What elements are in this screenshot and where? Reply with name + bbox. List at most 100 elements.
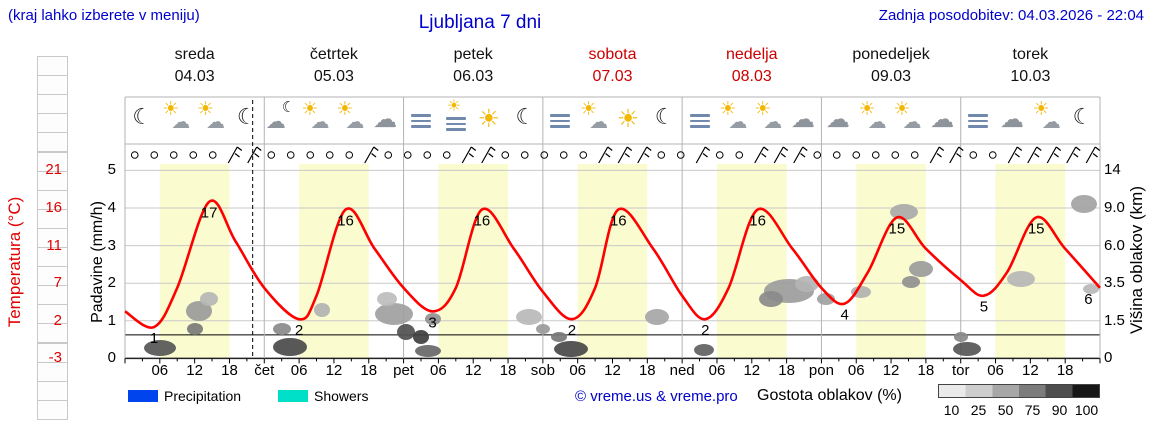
cloud-icon: ☁ — [999, 105, 1024, 133]
wind-calm-icon — [169, 151, 178, 159]
sun-cloud-icon: ☀ ☁ — [754, 98, 783, 133]
cloud-moon-icon: ☾ ☁ — [265, 98, 296, 133]
temp-extreme-label: 5 — [980, 299, 988, 316]
day-header-date: 08.03 — [731, 68, 772, 85]
temp-tick: 11 — [46, 236, 62, 254]
cloud-blob — [425, 313, 441, 325]
menu-hint: (kraj lahko izberete v meniju) — [8, 7, 200, 24]
day-header-name: četrtek — [309, 46, 358, 63]
cloud-blob — [1071, 195, 1097, 213]
precip-tick: 0 — [107, 349, 116, 367]
day-header-date: 10.03 — [1010, 68, 1051, 85]
page-title: Ljubljana 7 dni — [418, 12, 542, 33]
temp-extreme-label: 16 — [749, 213, 766, 230]
sun-cloud-icon: ☀ ☁ — [197, 98, 226, 133]
temp-tick: 2 — [53, 311, 62, 329]
x-axis-label: čet — [254, 362, 275, 379]
cloud-blob — [187, 323, 203, 335]
wind-barb-icon — [1066, 146, 1081, 164]
x-axis-label: 12 — [743, 362, 761, 379]
cloud-blob — [759, 291, 783, 307]
wind-calm-icon — [286, 151, 295, 159]
moon-icon: ☾ — [515, 105, 536, 130]
cloud-blob — [902, 276, 920, 288]
cloud-blob — [554, 341, 588, 357]
day-header-name: ponedeljek — [852, 46, 930, 63]
temp-extreme-label: 16 — [337, 213, 354, 230]
wind-barb-icon — [1007, 146, 1023, 164]
x-axis-label: 06 — [290, 362, 308, 379]
wind-calm-icon — [676, 151, 685, 159]
sun-icon: ☀ — [477, 104, 501, 133]
x-axis-label: 18 — [638, 362, 656, 379]
cloud-blob — [954, 332, 968, 342]
x-axis-label: 18 — [778, 362, 795, 379]
sun-cloud-icon: ☀ ☁ — [162, 98, 191, 133]
x-axis-label: pet — [393, 362, 414, 379]
wind-calm-icon — [871, 151, 880, 159]
day-header-name: sobota — [588, 46, 637, 63]
wind-barb-icon — [481, 146, 496, 164]
cloud-height-tick: 6.0 — [1104, 236, 1125, 254]
cloud-height-tick: 1.5 — [1104, 311, 1125, 329]
cloud-blob — [909, 261, 933, 277]
wind-calm-icon — [969, 151, 978, 159]
x-axis-label: pon — [808, 362, 834, 379]
wind-barb-icon — [364, 146, 379, 164]
day-band — [577, 164, 648, 359]
wind-calm-icon — [832, 151, 841, 159]
day-band — [995, 164, 1066, 359]
sun-cloud-icon: ☀ ☁ — [580, 98, 609, 133]
fog-sun-icon: ☀ — [438, 98, 474, 142]
cloud-height-tick: 0 — [1104, 349, 1113, 367]
temp-extreme-label: 16 — [474, 213, 491, 230]
wind-calm-icon — [189, 151, 198, 159]
cloud-height-tick: 3.5 — [1104, 274, 1125, 292]
cloud-blob — [273, 323, 291, 335]
x-axis-label: 12 — [604, 362, 621, 379]
day-header-date: 09.03 — [871, 68, 912, 85]
cloud-height-tick: 9.0 — [1104, 199, 1125, 216]
x-axis-label: 12 — [464, 362, 482, 379]
cloud-blob — [186, 301, 212, 321]
wind-calm-icon — [403, 151, 412, 159]
precip-tick: 3 — [107, 236, 116, 254]
day-band — [716, 164, 787, 359]
temp-extreme-label: 2 — [568, 322, 576, 339]
day-band — [299, 164, 369, 359]
cloud-blob — [314, 303, 330, 317]
cloud-blob — [694, 344, 714, 356]
day-header-name: petek — [453, 46, 493, 63]
x-axis-label: 06 — [708, 362, 726, 379]
cloud-blob — [536, 324, 550, 334]
wind-calm-icon — [423, 151, 432, 159]
copyright-link[interactable]: © vreme.us & vreme.pro — [575, 388, 738, 405]
precip-tick: 4 — [107, 199, 116, 216]
wind-barb-icon — [949, 146, 964, 164]
wind-calm-icon — [267, 151, 276, 159]
day-band — [856, 164, 926, 359]
wind-calm-icon — [130, 151, 139, 159]
wind-calm-icon — [735, 151, 744, 159]
showers-label: Showers — [314, 388, 369, 404]
precip-tick: 1 — [107, 311, 116, 329]
day-header-date: 07.03 — [592, 68, 633, 85]
x-axis-label: 12 — [1022, 362, 1039, 379]
moon-icon: ☾ — [236, 105, 257, 130]
cloud-height-tick: 14 — [1104, 161, 1121, 179]
wind-calm-icon — [208, 151, 217, 159]
x-axis-label: 12 — [882, 362, 900, 379]
density-tick-label: 10 — [943, 402, 960, 418]
x-axis-label: 12 — [186, 362, 203, 379]
temp-extreme-label: 15 — [1028, 220, 1045, 237]
cloud-icon: ☁ — [791, 105, 816, 133]
temp-tick: 16 — [45, 199, 62, 216]
day-header-name: nedelja — [725, 46, 778, 63]
temp-extreme-label: 17 — [201, 205, 218, 222]
wind-calm-icon — [520, 151, 529, 159]
sun-cloud-icon: ☀ ☁ — [301, 98, 330, 133]
cloud-blob — [415, 345, 441, 357]
day-header-name: sreda — [174, 46, 215, 63]
